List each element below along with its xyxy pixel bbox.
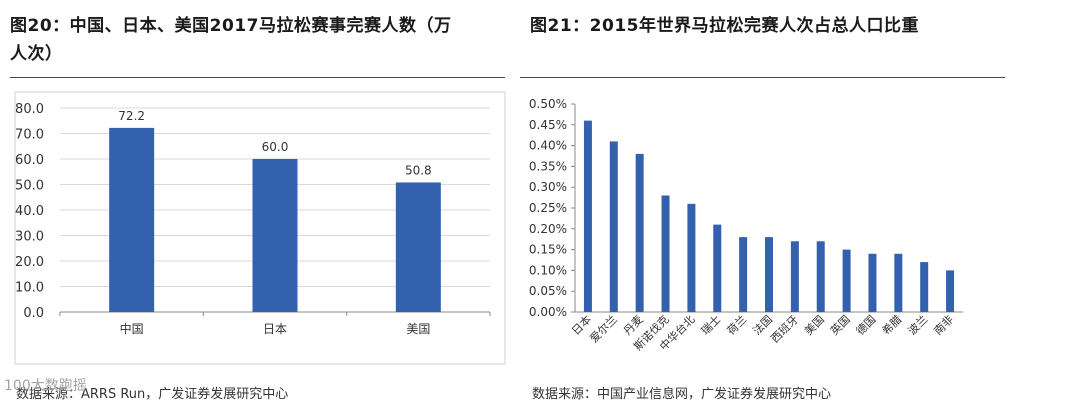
left-x-tick-label: 日本 [263, 322, 287, 336]
right-x-tick-label: 爱尔兰 [587, 313, 620, 346]
right-bar-4 [661, 195, 670, 312]
right-bar-12 [868, 253, 877, 312]
right-y-tick-label: 0.10% [529, 263, 567, 277]
right-chart-source: 数据来源：中国产业信息网，广发证券发展研究中心 [532, 387, 832, 402]
left-bar-chart: 0.0 10.0 20.0 30.0 40.0 50.0 60.0 70.0 80.0 72.2 中… [14, 91, 506, 365]
left-x-tick-label: 中国 [120, 321, 144, 336]
right-x-tick-label: 希腊 [879, 312, 904, 337]
right-y-tick-label: 0.00% [529, 305, 567, 319]
right-bar-1 [583, 120, 592, 312]
left-data-label: 60.0 [262, 140, 289, 154]
right-bar-6 [713, 224, 722, 312]
right-y-tick-label: 0.40% [529, 139, 567, 153]
right-y-tick-label: 0.30% [529, 180, 567, 194]
right-x-tick-label: 西班牙 [768, 313, 801, 346]
left-y-tick-label: 0.0 [23, 306, 44, 321]
left-y-tick-label: 80.0 [15, 102, 44, 117]
right-bar-2 [609, 141, 618, 312]
right-x-tick-label: 英国 [827, 312, 852, 337]
left-y-tick-label: 30.0 [15, 230, 44, 245]
left-plot-frame [14, 91, 506, 365]
left-x-tick-label: 美国 [406, 322, 430, 336]
right-x-tick-label: 美国 [802, 313, 827, 338]
right-bar-10 [816, 241, 825, 312]
right-x-tick-label: 德国 [853, 312, 878, 337]
right-y-tick-label: 0.25% [529, 201, 567, 215]
left-y-tick-label: 70.0 [15, 128, 44, 143]
right-y-tick-label: 0.20% [529, 222, 567, 236]
right-x-tick-label: 南非 [931, 313, 956, 338]
left-chart-source: 数据来源：ARRS Run，广发证券发展研究中心 [16, 387, 289, 402]
left-chart-title-line2: 人次） [10, 44, 63, 64]
left-y-tick-label: 60.0 [15, 153, 44, 168]
left-y-tick-label: 40.0 [15, 204, 44, 219]
right-y-tick-label: 0.35% [529, 159, 567, 173]
right-chart-title: 图21：2015年世界马拉松完赛人次占总人口比重 [530, 16, 919, 36]
left-chart-title-line1: 图20：中国、日本、美国2017马拉松赛事完赛人数（万 [10, 16, 452, 36]
left-y-tick-label: 20.0 [15, 255, 44, 270]
right-title-rule [520, 77, 1005, 78]
left-bar-2 [252, 159, 298, 312]
right-bar-5 [687, 203, 696, 312]
right-bar-8 [765, 237, 773, 312]
left-data-label: 72.2 [118, 109, 145, 123]
right-chart-panel: 图21：2015年世界马拉松完赛人次占总人口比重 0.00% 0.05% 0.10%… [520, 0, 1080, 407]
left-y-tick-label: 50.0 [15, 179, 44, 194]
watermark: 100大数跑摇 [4, 378, 87, 394]
right-bar-chart: 0.00% 0.05% 0.10% 0.15% 0.20% 0.25% 0.30% 0.35%… [529, 97, 963, 353]
right-x-tick-label: 荷兰 [725, 313, 750, 338]
right-y-tick-label: 0.45% [529, 118, 567, 132]
right-y-tick-label: 0.15% [529, 243, 567, 257]
right-bar-11 [842, 249, 851, 312]
right-bar-9 [790, 241, 799, 312]
right-x-tick-label: 波兰 [906, 313, 931, 338]
left-chart-title: 图20：中国、日本、美国2017马拉松赛事完赛人数（万 人次） [10, 12, 451, 68]
right-bar-15 [946, 270, 955, 312]
right-y-tick-label: 0.50% [529, 97, 567, 111]
left-data-label: 50.8 [405, 163, 432, 177]
right-bar-7 [739, 237, 748, 312]
left-bar-1 [109, 127, 155, 312]
right-x-tick-label: 瑞士 [698, 312, 723, 337]
left-chart-panel: 图20：中国、日本、美国2017马拉松赛事完赛人数（万 人次） 0.0 10.0 2… [0, 0, 520, 407]
left-y-tick-label: 10.0 [15, 281, 44, 296]
right-bar-3 [635, 153, 644, 312]
right-y-tick-label: 0.05% [529, 284, 567, 298]
left-title-rule [10, 77, 505, 78]
right-bar-13 [894, 253, 903, 312]
right-bar-14 [920, 262, 929, 312]
left-bar-3 [395, 182, 441, 312]
